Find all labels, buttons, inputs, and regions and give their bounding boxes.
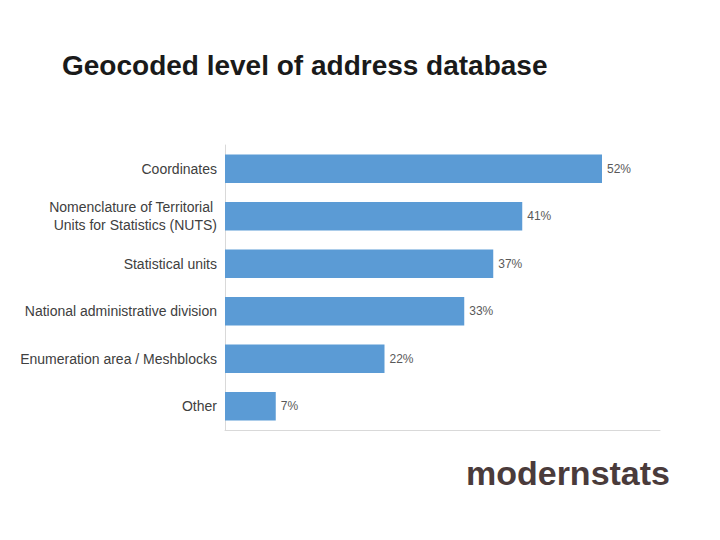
svg-text:National administrative divisi: National administrative division bbox=[25, 303, 217, 319]
svg-text:7%: 7% bbox=[281, 399, 299, 413]
svg-text:Units for Statistics (NUTS): Units for Statistics (NUTS) bbox=[54, 217, 217, 233]
svg-text:41%: 41% bbox=[527, 209, 551, 223]
svg-text:22%: 22% bbox=[390, 352, 414, 366]
svg-text:52%: 52% bbox=[607, 162, 631, 176]
svg-text:33%: 33% bbox=[469, 304, 493, 318]
svg-text:modernstats: modernstats bbox=[466, 454, 670, 492]
svg-text:Enumeration area / Meshblocks: Enumeration area / Meshblocks bbox=[20, 351, 217, 367]
svg-text:Coordinates: Coordinates bbox=[142, 161, 218, 177]
svg-text:Geocoded level of address data: Geocoded level of address database bbox=[62, 50, 548, 81]
svg-text:Nomenclature of Territorial: Nomenclature of Territorial bbox=[49, 199, 217, 215]
svg-text:37%: 37% bbox=[498, 257, 522, 271]
svg-text:Other: Other bbox=[182, 398, 217, 414]
svg-text:Statistical units: Statistical units bbox=[124, 256, 217, 272]
